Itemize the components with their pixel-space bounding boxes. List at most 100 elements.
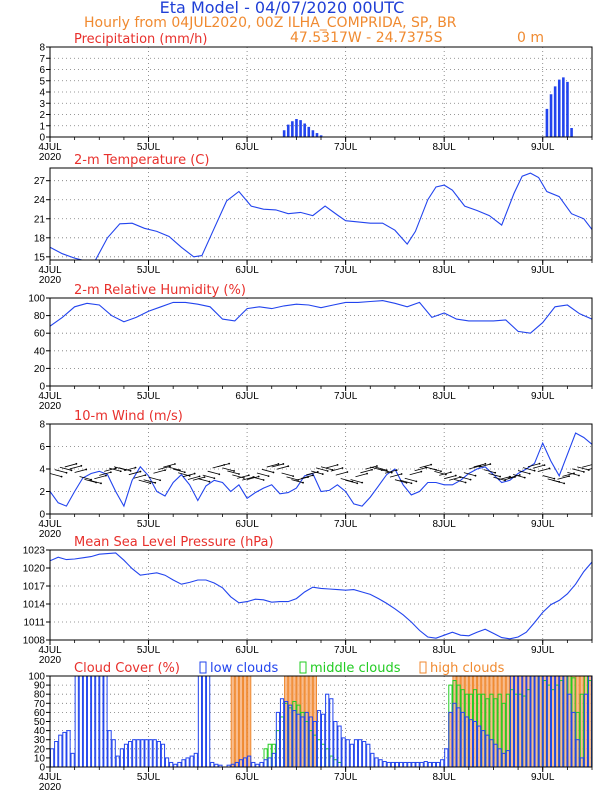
rh-xtick-label: 8JUL <box>433 391 457 402</box>
wind-barb <box>276 465 289 470</box>
wind-barb <box>478 463 491 468</box>
precip-bar <box>566 81 569 137</box>
wind-barb-head <box>361 481 364 484</box>
wind-barb-head <box>287 465 290 468</box>
rh-xtick-label: 5JUL <box>137 391 161 402</box>
low-clouds-bar <box>538 676 543 767</box>
precip-bar <box>315 133 319 137</box>
cloud-ytick-label: 40 <box>34 726 46 737</box>
temp-ytick-label: 18 <box>34 233 46 244</box>
wind-barb-head <box>193 472 196 475</box>
wind-barb-head <box>203 476 206 478</box>
wind-line <box>50 432 592 508</box>
wind-barb <box>370 466 382 471</box>
cloud-ytick-label: 30 <box>34 735 46 746</box>
low-clouds-bar <box>390 761 396 767</box>
low-clouds-bar <box>86 676 92 767</box>
low-clouds-bar <box>300 716 305 767</box>
low-clouds-bar <box>399 761 404 767</box>
wind-xtick-label: 8JUL <box>433 519 457 530</box>
low-clouds-bar <box>329 698 334 767</box>
precip-plot <box>282 77 573 137</box>
high-clouds-bar <box>234 676 239 767</box>
wind-barb-head <box>484 462 487 465</box>
precip-ytick-label: 5 <box>39 76 45 87</box>
low-clouds-bar <box>513 676 519 767</box>
wind-plot <box>50 432 592 508</box>
wind-barb <box>384 469 397 474</box>
precip-bar <box>545 108 549 137</box>
temp-ytick-label: 15 <box>34 252 46 263</box>
wind-barb-head <box>154 481 157 484</box>
pressure-xtick-label: 9JUL <box>531 645 555 656</box>
cloud-ytick-label: 90 <box>34 681 46 692</box>
low-clouds-bar <box>242 757 248 767</box>
low-clouds-bar <box>464 716 469 767</box>
low-clouds-bar <box>448 711 453 767</box>
precip-xtick-label: 5JUL <box>137 142 161 153</box>
low-clouds-bar <box>550 676 556 767</box>
rh-xtick-label: 9JUL <box>531 391 555 402</box>
wind-barb <box>572 468 584 473</box>
temp-ytick-label: 24 <box>34 195 46 206</box>
wind-barb <box>271 463 284 468</box>
wind-barb-head <box>114 467 117 470</box>
low-clouds-bar <box>58 734 63 767</box>
high-clouds-bar <box>242 676 248 767</box>
low-clouds-bar <box>419 761 424 767</box>
pressure-ytick-label: 1014 <box>23 600 46 611</box>
low-clouds-bar <box>292 710 297 767</box>
wind-ytick-label: 8 <box>39 420 45 431</box>
pressure-ytick-label: 1020 <box>23 564 46 575</box>
pressure-line <box>50 552 592 640</box>
cloud-ytick-label: 100 <box>28 672 45 683</box>
wind-barb-head <box>228 462 231 465</box>
wind-barb <box>202 474 215 479</box>
temp-ytick-label: 27 <box>34 176 46 187</box>
wind-barb <box>168 466 180 471</box>
cloud-xtick-label: 4JUL <box>38 772 62 783</box>
wind-barb <box>217 463 230 468</box>
low-clouds-bar <box>345 739 350 767</box>
low-clouds-bar <box>546 676 552 767</box>
wind-barb-head <box>311 474 314 477</box>
low-clouds-bar <box>423 761 428 767</box>
wind-barb <box>143 479 156 484</box>
wind-barb-head <box>149 482 152 485</box>
wind-barb <box>197 478 210 483</box>
wind-barb <box>74 469 87 473</box>
wind-panel: 0 2 4 6 8 4JUL2020 5JUL 6JUL 7JUL 8JUL 9JUL 10-m Wi… <box>38 409 593 540</box>
wind-barb-head <box>390 471 393 474</box>
precip-bar <box>291 121 294 137</box>
cloud-xtick-label: 7JUL <box>334 772 358 783</box>
wind-barb-head <box>336 463 339 466</box>
wind-barb <box>261 468 274 473</box>
rh-panel: 0 20 40 60 80 100 4JUL2020 5JUL 6JUL 7JUL 8JUL 9JUL… <box>28 283 593 412</box>
low-clouds-bar <box>255 763 260 767</box>
temp-title: 2-m Temperature (C) <box>74 153 209 168</box>
low-clouds-bar <box>427 761 432 767</box>
wind-xtick-label: 7JUL <box>334 519 358 530</box>
wind-barb-head <box>321 473 324 475</box>
precip-bar <box>311 130 315 137</box>
low-clouds-bar <box>583 693 588 767</box>
wind-barb-head <box>134 466 137 469</box>
low-clouds-bar <box>382 761 387 767</box>
low-clouds-bar <box>518 676 523 767</box>
low-clouds-bar <box>415 761 420 767</box>
wind-barb-head <box>494 471 497 474</box>
low-clouds-bar <box>431 761 437 767</box>
wind-barb <box>286 476 299 481</box>
wind-barb <box>493 476 506 481</box>
wind-barb-head <box>538 462 541 465</box>
high-clouds-bar <box>238 676 244 767</box>
temp-xtick-label: 7JUL <box>334 265 358 276</box>
precip-bar <box>553 86 557 137</box>
wind-barb <box>266 463 279 468</box>
low-clouds-bar <box>164 757 170 767</box>
low-clouds-bar <box>210 761 215 767</box>
low-clouds-bar <box>99 676 104 767</box>
precip-xtick-label: 6JUL <box>235 142 259 153</box>
